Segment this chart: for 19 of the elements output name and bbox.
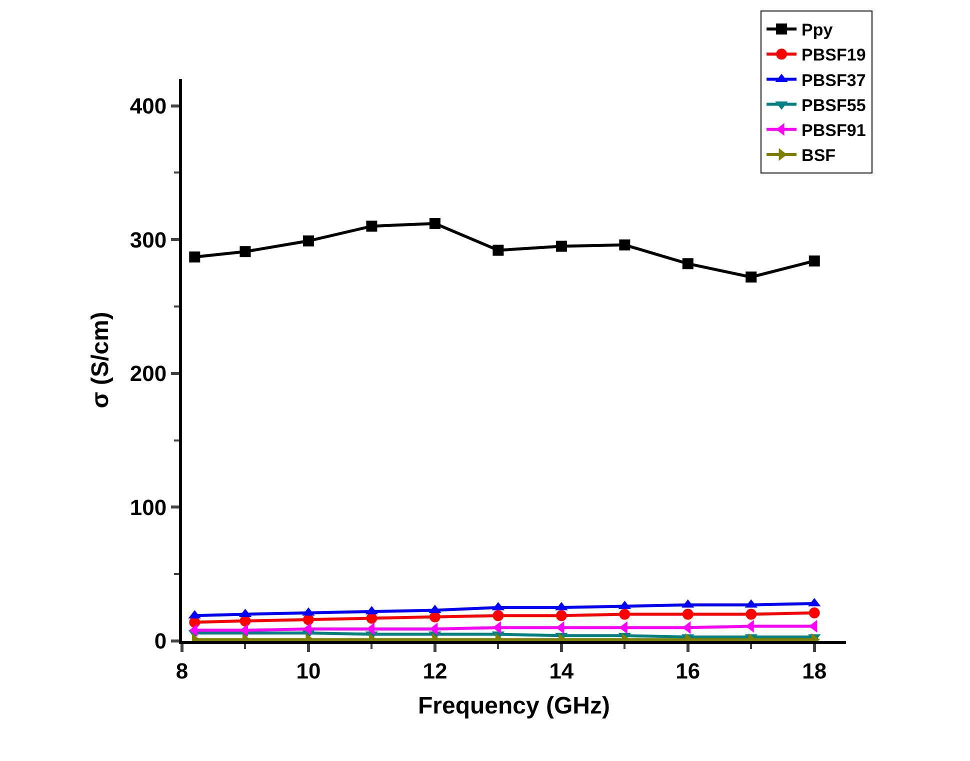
- x-axis-title: Frequency (GHz): [418, 692, 610, 720]
- y-tick-label: 0: [154, 628, 167, 654]
- y-tick-label: 400: [130, 93, 167, 118]
- legend-label: PBSF37: [802, 70, 866, 90]
- x-tick-label: 18: [802, 658, 827, 684]
- x-tick-label: 14: [549, 658, 574, 684]
- y-axis-title: σ (S/cm): [86, 312, 114, 408]
- legend-label: PBSF19: [802, 46, 866, 65]
- y-tick-label: 200: [130, 361, 167, 386]
- y-tick-label: 100: [130, 494, 167, 520]
- legend-label: PBSF91: [802, 121, 866, 140]
- legend-label: Ppy: [802, 20, 834, 40]
- x-tick-label: 16: [676, 658, 700, 684]
- legend-label: BSF: [802, 146, 836, 166]
- x-tick-label: 8: [176, 658, 188, 684]
- x-tick-label: 12: [422, 658, 448, 684]
- y-tick-label: 300: [130, 227, 167, 252]
- legend-label: PBSF55: [802, 96, 866, 115]
- x-tick-label: 10: [296, 658, 321, 684]
